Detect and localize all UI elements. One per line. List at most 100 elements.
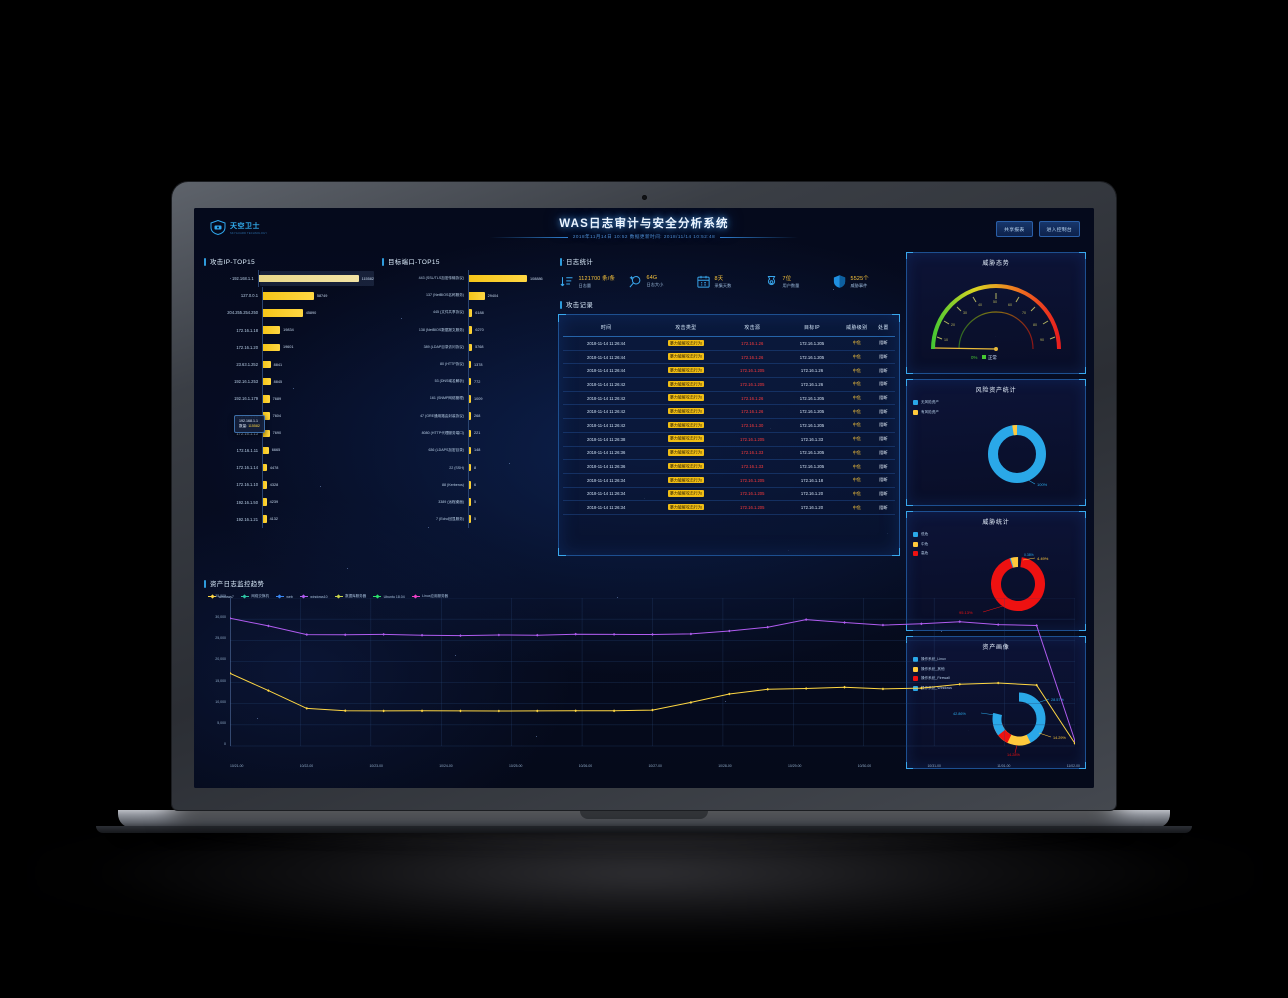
log-stat-item[interactable]: 1121700 条/条 日志量	[560, 274, 626, 289]
target-port-bar-chart[interactable]: 443 (SSL/TLS加密传输协议) 108886 137 (NetBIOS名称服…	[380, 270, 552, 528]
bar-row[interactable]: 172.16.1.20 19601	[204, 338, 374, 356]
trend-data-point[interactable]	[804, 618, 808, 621]
trend-data-point[interactable]	[343, 633, 347, 637]
bar-row[interactable]: 80 (HTTP协议) 1378	[382, 355, 552, 374]
bar-row[interactable]: 636 (LDAPS加密目录) 148	[382, 441, 552, 460]
trend-legend-item[interactable]: windows10	[299, 594, 328, 599]
threat-stats-legend[interactable]: 低危 中危 高危	[913, 532, 928, 556]
log-stat-item[interactable]: 64G 日志大小	[628, 274, 694, 289]
threat-stats-donut-chart[interactable]: 4.49% 0.38% 95.13%	[911, 528, 1081, 626]
trend-data-point[interactable]	[1035, 683, 1039, 687]
table-body[interactable]: 2018-11-14 11:26:44 暴力破解攻击行为 172.16.1.26 17…	[563, 336, 895, 515]
bar-row[interactable]: 389 (LDAP目录访问协议) 5768	[382, 338, 552, 356]
trend-data-point[interactable]	[843, 621, 846, 624]
bar-row[interactable]: 192.16.1.179 7689	[204, 390, 374, 408]
bar-row[interactable]: 161 (SNMP网络管理) 1009	[382, 390, 552, 408]
bar-row[interactable]: 3389 (远程桌面) 5	[382, 493, 552, 511]
table-row[interactable]: 2018-11-14 11:26:34 暴力破解攻击行为 172.16.1.205 1…	[563, 500, 895, 515]
trend-data-point[interactable]	[612, 709, 616, 713]
table-row[interactable]: 2018-11-14 11:26:36 暴力破解攻击行为 172.16.1.33 17…	[563, 459, 895, 474]
attack-ip-bar-chart[interactable]: 192.168.1.1 115582 127.0.0.1 58749 204.255.2…	[202, 270, 374, 528]
bar-row[interactable]: 47 (GRE通用路由封装协议) 268	[382, 407, 552, 425]
bar-row[interactable]: 172.16.1.14 4478	[204, 459, 374, 477]
trend-data-point[interactable]	[266, 689, 270, 693]
trend-data-point[interactable]	[958, 620, 962, 624]
bar-row[interactable]: 137 (NetBIOS名称服务) 29404	[382, 287, 552, 305]
bar-row[interactable]: 192.16.1.253 8845	[204, 373, 374, 391]
bar-row[interactable]: 88 (Kerberos) 6	[382, 476, 552, 494]
bar-row[interactable]: 192.168.1.1 115582	[204, 270, 374, 288]
log-stat-item[interactable]: 7位 用户数量	[764, 274, 830, 289]
table-column-header[interactable]: 威胁级别	[841, 320, 872, 337]
table-row[interactable]: 2018-11-14 11:26:38 暴力破解攻击行为 172.16.1.205 1…	[563, 432, 895, 447]
bar-row[interactable]: 443 (SSL/TLS加密传输协议) 108886	[382, 270, 552, 288]
legend-item[interactable]: 无风险资产	[913, 400, 939, 405]
table-row[interactable]: 2018-11-14 11:26:36 暴力破解攻击行为 172.16.1.33 17…	[563, 446, 895, 461]
bar-row[interactable]: 204.255.254.250 45890	[204, 304, 374, 322]
bar-row[interactable]: 172.16.1.13 7690	[204, 424, 374, 442]
trend-data-point[interactable]	[535, 709, 539, 713]
trend-data-point[interactable]	[420, 633, 424, 637]
trend-data-point[interactable]	[727, 629, 731, 633]
trend-legend-item[interactable]: windows7	[208, 594, 234, 599]
trend-data-point[interactable]	[230, 671, 232, 675]
asset-profile-donut-chart[interactable]: 28.57% 14.29% 14.28% 42.86%	[911, 653, 1081, 763]
table-column-header[interactable]: 攻击源	[722, 320, 783, 337]
trend-data-point[interactable]	[612, 632, 616, 636]
table-row[interactable]: 2018-11-14 11:26:34 暴力破解攻击行为 172.16.1.205 1…	[563, 487, 895, 502]
trend-data-point[interactable]	[266, 624, 270, 628]
trend-legend[interactable]: windows7 网络交换机 web windows10 数据库服务器 Ubuntu 18…	[202, 592, 1086, 601]
table-row[interactable]: 2018-11-14 11:26:34 暴力破解攻击行为 172.16.1.205 1…	[563, 473, 895, 488]
table-row[interactable]: 2018-11-14 11:26:42 暴力破解攻击行为 172.16.1.205 1…	[563, 377, 895, 392]
legend-item[interactable]: 低危	[913, 532, 928, 537]
enter-console-button[interactable]: 进入控制台	[1038, 221, 1080, 237]
trend-data-point[interactable]	[535, 633, 539, 637]
trend-data-point[interactable]	[305, 706, 309, 710]
trend-data-point[interactable]	[651, 633, 654, 636]
risk-asset-legend[interactable]: 无风险资产有风险资产	[913, 400, 939, 415]
bar-row[interactable]: 192.16.1.50 4239	[204, 493, 374, 511]
bar-row[interactable]: 172.16.1.11 6665	[204, 441, 374, 460]
table-column-header[interactable]: 处置	[871, 320, 895, 337]
table-column-header[interactable]: 时间	[563, 320, 650, 337]
trend-data-point[interactable]	[459, 634, 462, 638]
bar-row[interactable]: 172.16.1.18 19834	[204, 321, 374, 339]
trend-line-chart[interactable]	[230, 598, 1075, 750]
table-row[interactable]: 2018-11-14 11:26:44 暴力破解攻击行为 172.16.1.205 1…	[563, 363, 895, 379]
trend-data-point[interactable]	[343, 709, 347, 713]
brand-logo[interactable]: 天空卫士 SKYGUARD TECHNOLOGY	[210, 220, 267, 235]
threat-gauge-chart[interactable]: 10 20 30 40 50 60 70 80 90 0%	[911, 269, 1081, 365]
trend-data-point[interactable]	[996, 623, 1000, 627]
table-row[interactable]: 2018-11-14 11:26:44 暴力破解攻击行为 172.16.1.26 17…	[563, 336, 895, 351]
table-row[interactable]: 2018-11-14 11:26:44 暴力破解攻击行为 172.16.1.26 17…	[563, 350, 895, 365]
trend-data-point[interactable]	[1035, 624, 1039, 627]
trend-data-point[interactable]	[651, 708, 654, 712]
trend-legend-item[interactable]: Linux应用服务器	[411, 594, 448, 599]
table-column-header[interactable]: 攻击类型	[649, 320, 723, 337]
trend-data-point[interactable]	[382, 632, 386, 636]
trend-data-point[interactable]	[689, 701, 693, 704]
table-row[interactable]: 2018-11-14 11:26:42 暴力破解攻击行为 172.16.1.26 17…	[563, 391, 895, 406]
trend-data-point[interactable]	[919, 622, 923, 626]
trend-data-point[interactable]	[497, 709, 501, 713]
trend-data-point[interactable]	[843, 685, 846, 689]
trend-data-point[interactable]	[574, 632, 578, 636]
share-report-button[interactable]: 共享报表	[996, 221, 1033, 237]
trend-data-point[interactable]	[881, 623, 885, 627]
trend-data-point[interactable]	[766, 625, 770, 629]
trend-data-point[interactable]	[958, 682, 962, 686]
trend-data-point[interactable]	[459, 709, 462, 713]
legend-item[interactable]: 操作系统_Firewall	[913, 676, 952, 681]
legend-item[interactable]: 有风险资产	[913, 409, 939, 415]
trend-legend-item[interactable]: 数据库服务器	[334, 594, 366, 599]
table-row[interactable]: 2018-11-14 11:26:42 暴力破解攻击行为 172.16.1.26 17…	[563, 404, 895, 420]
bar-row[interactable]: 22 (SSH) 8	[382, 459, 552, 477]
trend-data-point[interactable]	[420, 709, 424, 713]
trend-legend-item[interactable]: web	[275, 594, 293, 599]
trend-data-point[interactable]	[996, 681, 1000, 685]
bar-row[interactable]: 23.63.1.252 8841	[204, 355, 374, 374]
table-column-header[interactable]: 目标IP	[782, 320, 842, 337]
trend-data-point[interactable]	[305, 633, 309, 636]
bar-row[interactable]: 138 (NetBIOS数据报文服务) 6270	[382, 321, 552, 339]
trend-data-point[interactable]	[919, 686, 923, 690]
